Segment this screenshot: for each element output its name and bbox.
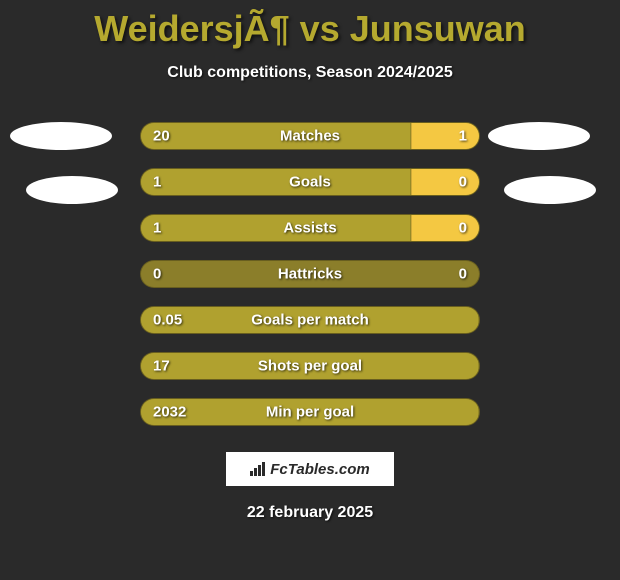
player-badge-ellipse <box>504 176 596 204</box>
stats-container: 20 Matches 1 1 Goals 0 1 Assists 0 0 Hattricks 0 0.0… <box>0 122 620 426</box>
player-badge-ellipse <box>488 122 590 150</box>
stat-row: 0.05 Goals per match <box>140 306 480 334</box>
stat-row: 2032 Min per goal <box>140 398 480 426</box>
stat-value-left: 0.05 <box>153 312 182 329</box>
stat-label: Goals per match <box>251 312 369 329</box>
stat-fill-left <box>141 123 411 149</box>
stat-row: 17 Shots per goal <box>140 352 480 380</box>
player-badge-ellipse <box>26 176 118 204</box>
stat-row: 20 Matches 1 <box>140 122 480 150</box>
stat-row: 1 Assists 0 <box>140 214 480 242</box>
stat-value-left: 2032 <box>153 404 186 421</box>
footer-logo: FcTables.com <box>250 461 369 478</box>
stat-fill-right <box>411 215 479 241</box>
stat-value-right: 0 <box>459 266 467 283</box>
stat-value-right: 0 <box>459 174 467 191</box>
date-label: 22 february 2025 <box>0 504 620 522</box>
stat-value-left: 1 <box>153 220 161 237</box>
footer-attribution: FcTables.com <box>226 452 394 486</box>
stat-label: Hattricks <box>278 266 342 283</box>
stat-value-right: 1 <box>459 128 467 145</box>
stat-fill-left <box>141 169 411 195</box>
stat-value-left: 0 <box>153 266 161 283</box>
stat-fill-left <box>141 215 411 241</box>
stat-fill-right <box>411 123 479 149</box>
stat-value-left: 17 <box>153 358 170 375</box>
stat-value-left: 1 <box>153 174 161 191</box>
bars-icon <box>250 462 268 476</box>
stat-value-left: 20 <box>153 128 170 145</box>
stat-label: Goals <box>289 174 331 191</box>
player-badge-ellipse <box>10 122 112 150</box>
stat-row: 0 Hattricks 0 <box>140 260 480 288</box>
page-subtitle: Club competitions, Season 2024/2025 <box>0 64 620 82</box>
stat-fill-right <box>411 169 479 195</box>
stat-value-right: 0 <box>459 220 467 237</box>
page-title: WeidersjÃ¶ vs Junsuwan <box>0 0 620 50</box>
stat-row: 1 Goals 0 <box>140 168 480 196</box>
stat-label: Matches <box>280 128 340 145</box>
stat-label: Min per goal <box>266 404 354 421</box>
stat-label: Assists <box>283 220 336 237</box>
footer-label: FcTables.com <box>270 461 369 478</box>
stat-label: Shots per goal <box>258 358 362 375</box>
